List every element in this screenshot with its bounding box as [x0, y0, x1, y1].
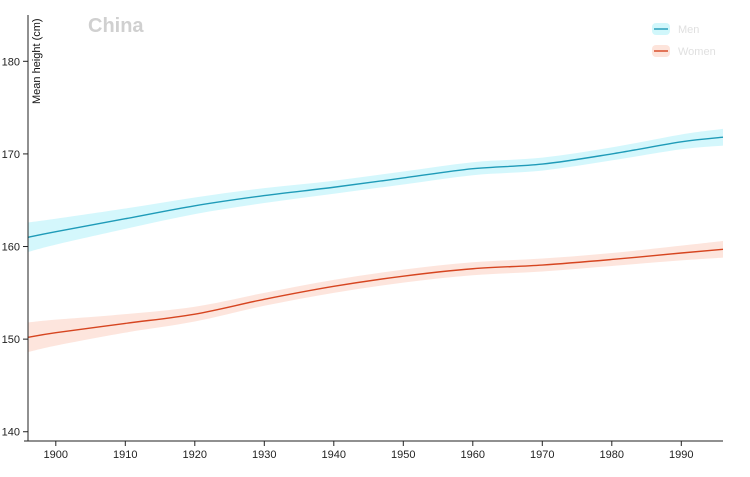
y-tick-label: 160: [2, 242, 20, 254]
x-tick-label: 1990: [669, 449, 693, 461]
band-women: [28, 240, 723, 353]
x-tick-label: 1900: [44, 449, 68, 461]
y-tick-label: 170: [2, 149, 20, 161]
legend-item-women[interactable]: Women: [652, 45, 716, 58]
x-tick-label: 1930: [252, 449, 276, 461]
chart-title: China: [88, 15, 144, 37]
x-tick-label: 1960: [461, 449, 485, 461]
x-tick-label: 1920: [183, 449, 207, 461]
y-tick-label: 140: [2, 427, 20, 439]
x-tick-label: 1910: [113, 449, 137, 461]
legend-item-men[interactable]: Men: [652, 23, 699, 36]
y-axis-label: Mean height (cm): [31, 18, 43, 104]
y-tick-label: 180: [2, 56, 20, 68]
x-tick-label: 1940: [322, 449, 346, 461]
x-tick-label: 1950: [391, 449, 415, 461]
series-line-women: [27, 248, 724, 338]
axes: 140 150 160 170 180 1900 1910 1920 1930 1940 1950 1…: [2, 15, 723, 461]
series-line-men: [27, 136, 724, 238]
legend-label-women: Women: [678, 46, 716, 58]
band-men: [28, 128, 723, 253]
x-tick-label: 1980: [600, 449, 624, 461]
y-tick-label: 150: [2, 334, 20, 346]
series-lines: [27, 136, 724, 338]
x-tick-label: 1970: [530, 449, 554, 461]
confidence-bands: [28, 128, 723, 353]
legend-label-men: Men: [678, 24, 699, 36]
legend[interactable]: Men Women: [652, 23, 716, 58]
